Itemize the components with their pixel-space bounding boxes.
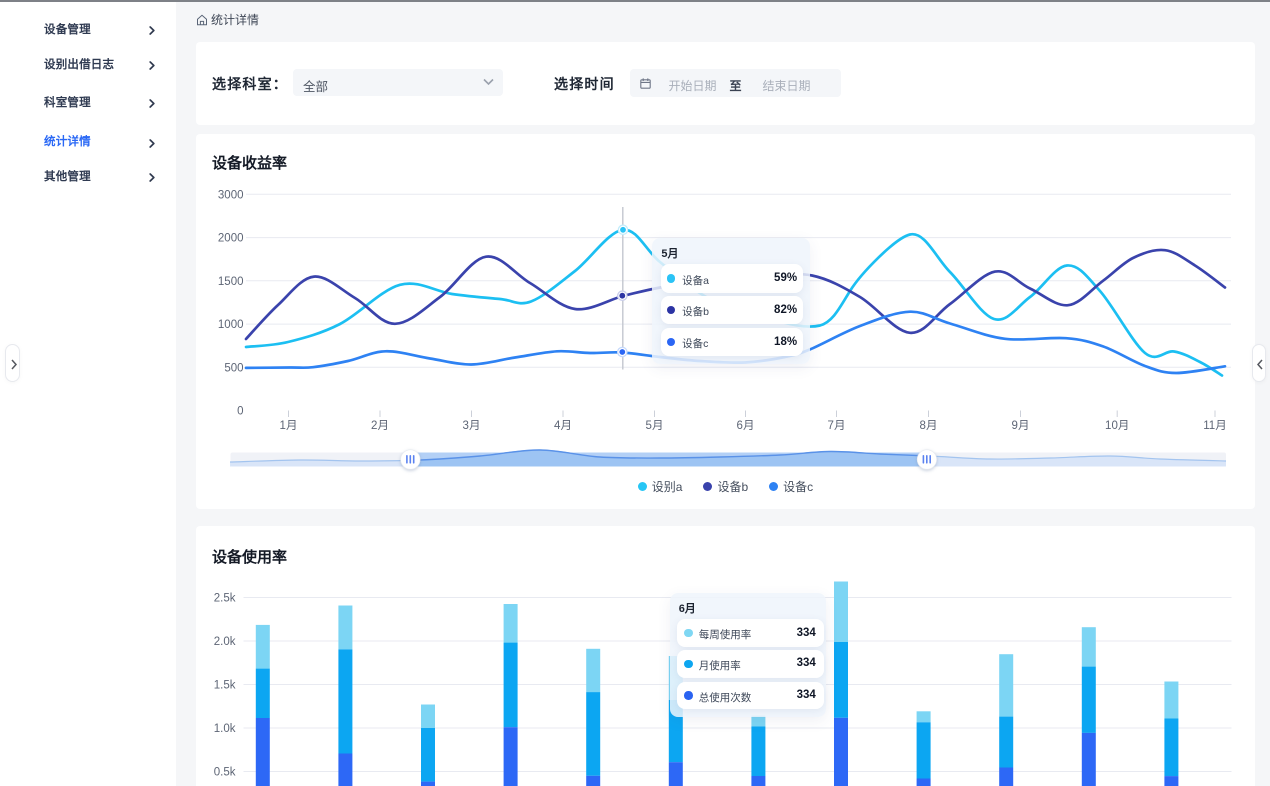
svg-text:1500: 1500	[218, 276, 244, 288]
svg-text:8月: 8月	[920, 420, 938, 432]
svg-text:1.0k: 1.0k	[214, 723, 236, 735]
svg-text:0: 0	[237, 406, 243, 418]
svg-text:3000: 3000	[218, 189, 244, 201]
svg-text:2000: 2000	[218, 233, 244, 245]
svg-text:10月: 10月	[1105, 420, 1129, 432]
svg-text:7月: 7月	[828, 420, 846, 432]
svg-text:4月: 4月	[554, 420, 572, 432]
svg-text:2月: 2月	[371, 420, 389, 432]
svg-text:9月: 9月	[1012, 420, 1030, 432]
svg-text:1000: 1000	[218, 319, 244, 331]
svg-text:0.5k: 0.5k	[214, 767, 236, 779]
svg-text:3月: 3月	[463, 420, 481, 432]
svg-text:1月: 1月	[280, 420, 298, 432]
svg-text:2.0k: 2.0k	[214, 636, 236, 648]
svg-text:5月: 5月	[646, 420, 664, 432]
svg-text:2.5k: 2.5k	[214, 593, 236, 605]
svg-text:6月: 6月	[737, 420, 755, 432]
svg-text:1.5k: 1.5k	[214, 680, 236, 692]
svg-text:500: 500	[224, 362, 243, 374]
svg-text:11月: 11月	[1203, 420, 1226, 432]
